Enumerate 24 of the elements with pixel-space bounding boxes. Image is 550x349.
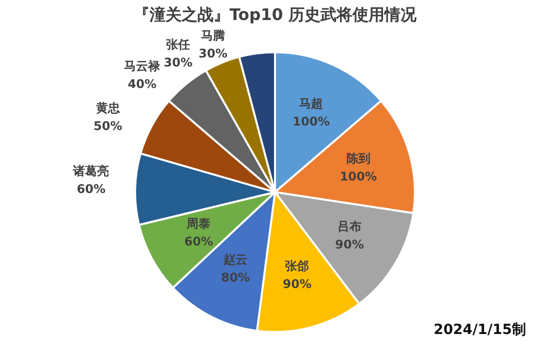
data-label: 50% (94, 118, 122, 133)
data-label: 60% (184, 234, 214, 248)
data-label: 30% (198, 46, 228, 60)
data-label: 90% (335, 238, 364, 252)
slice-label: 诸葛亮 (72, 164, 110, 178)
slice-label: 马云禄 (124, 59, 162, 74)
slice-label: 吕布 (337, 220, 362, 234)
data-label: 40% (128, 77, 156, 92)
data-label: 100% (292, 114, 330, 128)
slice-label: 马腾 (200, 28, 225, 42)
data-label: 30% (164, 56, 193, 70)
slice-label: 赵云 (222, 252, 248, 266)
slice-label: 马超 (299, 96, 324, 110)
data-label: 60% (76, 182, 106, 196)
data-label: 80% (221, 270, 250, 284)
text: 2024/1/15制 (434, 321, 526, 339)
slice-label: 黄忠 (94, 100, 121, 115)
slice-label: 陈到 (346, 151, 370, 166)
slice-label: 张任 (166, 38, 190, 52)
data-label: 100% (340, 169, 377, 184)
slice-label: 张郃 (285, 259, 310, 274)
slice-label: 周泰 (186, 216, 211, 230)
data-label: 90% (282, 277, 312, 292)
chart-title: 『潼关之战』Top10 历史武将使用情况 (133, 4, 418, 24)
